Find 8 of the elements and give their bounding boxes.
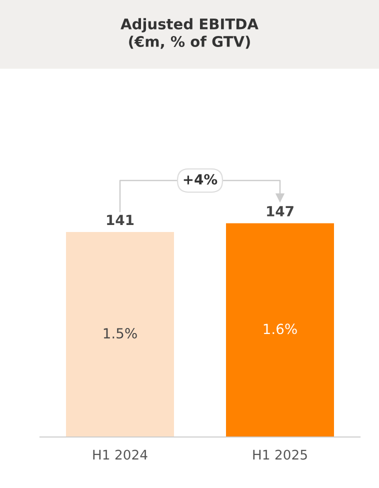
annotation: 1.6% [264,324,297,334]
text: +4% [184,174,218,185]
chart-title: Adjusted EBITDA (€m, % of GTV) [120,18,258,49]
x-tick-label: H1 2025 [253,450,307,460]
x-tick-label: H1 2024 [93,450,148,460]
data-label: 147 [267,206,294,216]
annotation: 1.5% [104,328,137,339]
data-label: 141 [107,214,134,225]
